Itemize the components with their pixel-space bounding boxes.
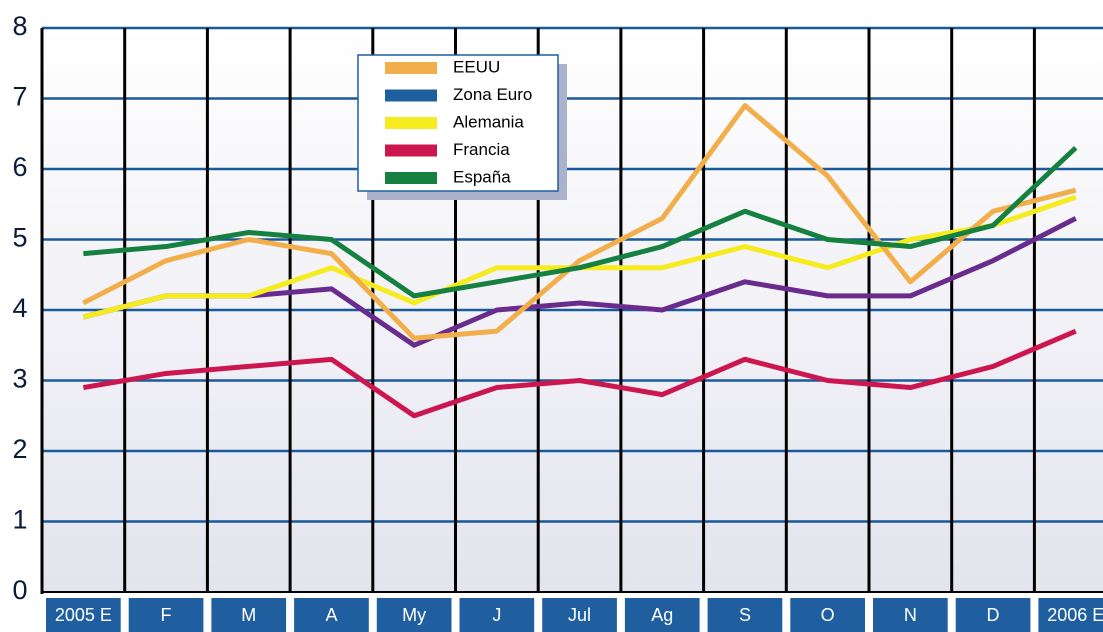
- legend-swatch: [385, 172, 437, 184]
- x-tick-label: J: [492, 605, 501, 625]
- x-tick-label: 2005 E: [55, 605, 112, 625]
- category-box: [707, 598, 783, 632]
- y-tick-label: 4: [12, 293, 27, 323]
- x-tick-label: 2006 E: [1047, 605, 1103, 625]
- category-box: [1038, 598, 1103, 632]
- x-tick-label: F: [161, 605, 172, 625]
- y-tick-label: 3: [12, 364, 27, 394]
- legend-swatch: [385, 144, 437, 157]
- x-tick-label: Ag: [651, 605, 673, 625]
- category-box: [376, 598, 452, 632]
- series-line: [83, 146, 1078, 299]
- category-box: [790, 598, 865, 632]
- category-box: [955, 598, 1031, 632]
- y-tick-label: 2: [12, 434, 27, 464]
- x-tick-label: D: [987, 605, 1000, 625]
- legend-label: España: [453, 167, 511, 186]
- series-line: [82, 328, 1077, 419]
- category-box: [542, 598, 617, 632]
- series-line: [82, 103, 1077, 341]
- x-tick-label: S: [739, 605, 751, 625]
- legend-swatch: [385, 117, 437, 129]
- y-tick-label: 7: [12, 82, 27, 112]
- category-box: [46, 598, 121, 632]
- legend-label: Zona Euro: [453, 85, 532, 104]
- legend-swatch: [385, 89, 437, 102]
- y-tick-label: 0: [12, 575, 27, 605]
- x-tick-label: O: [821, 605, 835, 625]
- category-box: [128, 598, 204, 632]
- category-box: [211, 598, 287, 632]
- x-tick-label: Jul: [568, 605, 591, 625]
- y-tick-label: 1: [12, 505, 27, 535]
- x-tick-label: M: [241, 605, 256, 625]
- category-box: [294, 598, 369, 632]
- category-box: [459, 598, 535, 632]
- y-tick-label: 8: [12, 11, 27, 41]
- x-tick-label: A: [325, 605, 337, 625]
- y-tick-label: 6: [12, 152, 27, 182]
- legend-label: EEUU: [453, 57, 500, 76]
- legend-label: Alemania: [453, 112, 524, 131]
- x-tick-label: N: [904, 605, 917, 625]
- category-box: [624, 598, 700, 632]
- y-tick-label: 5: [12, 223, 27, 253]
- legend-swatch: [385, 62, 437, 74]
- legend-label: Francia: [453, 140, 510, 159]
- category-box: [873, 598, 948, 632]
- x-tick-label: My: [402, 605, 426, 625]
